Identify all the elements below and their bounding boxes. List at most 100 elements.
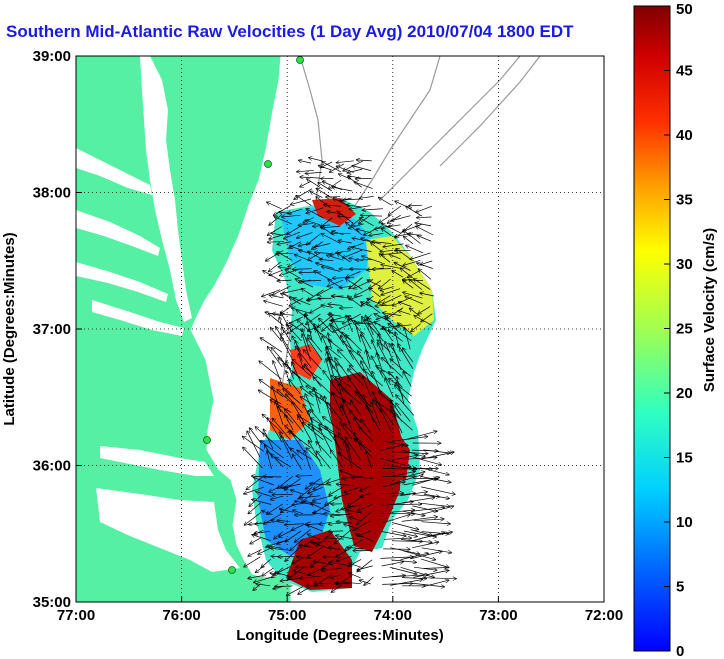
velocity-arrow bbox=[300, 575, 321, 578]
velocity-arrow bbox=[292, 372, 312, 388]
velocity-arrow bbox=[305, 172, 322, 173]
velocity-arrow bbox=[327, 358, 344, 381]
velocity-arrow bbox=[338, 452, 362, 470]
velocity-arrow bbox=[336, 536, 354, 540]
velocity-arrow bbox=[271, 548, 291, 550]
velocity-arrow bbox=[368, 318, 381, 336]
velocity-arrow bbox=[254, 478, 275, 486]
velocity-arrow bbox=[303, 350, 322, 370]
velocity-arrow bbox=[336, 522, 353, 523]
velocity-arrow bbox=[346, 271, 361, 278]
velocity-arrow bbox=[256, 565, 265, 572]
velocity-arrow bbox=[275, 572, 293, 578]
velocity-arrow bbox=[254, 576, 272, 582]
velocity-arrow bbox=[356, 439, 373, 458]
velocity-arrow bbox=[271, 328, 283, 342]
velocity-arrow bbox=[267, 503, 284, 514]
velocity-arrow bbox=[263, 433, 282, 450]
velocity-arrow bbox=[310, 305, 323, 313]
velocity-arrow bbox=[262, 567, 274, 576]
colorbar-tick-label: 20 bbox=[676, 385, 693, 402]
velocity-arrow bbox=[352, 477, 374, 478]
velocity-arrow bbox=[391, 215, 411, 221]
velocity-arrow bbox=[385, 378, 394, 398]
velocity-arrow bbox=[298, 223, 314, 225]
velocity-arrow bbox=[308, 252, 321, 261]
velocity-arrow bbox=[267, 418, 283, 443]
velocity-arrow bbox=[400, 449, 425, 457]
velocity-arrow bbox=[382, 482, 405, 488]
velocity-arrow bbox=[391, 465, 416, 468]
velocity-arrow bbox=[416, 226, 434, 236]
velocity-arrow bbox=[309, 158, 323, 162]
y-tick-label: 35:00 bbox=[33, 594, 71, 611]
velocity-arrow bbox=[323, 557, 342, 558]
velocity-arrow bbox=[390, 400, 402, 416]
velocity-arrow bbox=[256, 492, 272, 497]
velocity-arrow bbox=[244, 556, 261, 567]
velocity-arrow bbox=[277, 241, 292, 245]
velocity-arrow bbox=[390, 504, 421, 505]
velocity-arrow bbox=[292, 402, 305, 423]
velocity-arrow bbox=[267, 226, 282, 236]
velocity-arrow bbox=[319, 318, 332, 333]
velocity-arrow bbox=[379, 295, 391, 303]
velocity-arrow bbox=[343, 249, 363, 258]
velocity-arrow bbox=[361, 420, 371, 434]
velocity-arrow bbox=[345, 486, 361, 492]
colorbar-tick-label: 45 bbox=[676, 63, 693, 80]
velocity-arrow bbox=[319, 425, 344, 441]
velocity-arrow bbox=[421, 452, 454, 460]
velocity-arrow bbox=[338, 350, 354, 368]
velocity-arrow bbox=[360, 493, 371, 497]
velocity-arrow bbox=[325, 495, 342, 505]
velocity-arrow bbox=[357, 565, 373, 570]
velocity-arrow bbox=[363, 376, 371, 397]
velocity-arrow bbox=[269, 295, 284, 299]
velocity-arrow bbox=[324, 396, 332, 423]
velocity-arrow bbox=[412, 505, 437, 511]
velocity-arrow bbox=[417, 217, 432, 218]
velocity-arrow bbox=[333, 277, 355, 278]
velocity-arrow bbox=[420, 293, 434, 297]
y-tick-label: 39:00 bbox=[33, 48, 71, 65]
velocity-arrow bbox=[316, 197, 331, 209]
velocity-arrow bbox=[301, 289, 314, 297]
velocity-arrow bbox=[327, 347, 342, 359]
velocity-arrow bbox=[329, 486, 344, 496]
velocity-arrow bbox=[248, 575, 262, 579]
velocity-arrow bbox=[300, 486, 313, 497]
velocity-arrow bbox=[348, 296, 363, 308]
grid-lines bbox=[76, 56, 604, 602]
velocity-arrow bbox=[304, 451, 312, 470]
velocity-arrow bbox=[417, 263, 433, 269]
velocity-arrow bbox=[351, 247, 372, 252]
velocity-arrow bbox=[298, 495, 321, 499]
velocity-arrow bbox=[291, 198, 311, 205]
velocity-arrow bbox=[336, 556, 352, 562]
velocity-arrow bbox=[394, 263, 411, 271]
velocity-arrow bbox=[396, 395, 415, 416]
velocity-arrow bbox=[410, 308, 421, 317]
velocity-arrow bbox=[319, 428, 332, 451]
velocity-arrow bbox=[315, 252, 332, 253]
velocity-arrow bbox=[401, 517, 437, 522]
velocity-arrow bbox=[382, 224, 402, 234]
velocity-arrow bbox=[252, 476, 273, 478]
y-axis-ticks: 39:00 38:00 37:00 36:00 35:00 bbox=[33, 48, 82, 611]
velocity-arrow bbox=[404, 236, 414, 245]
velocity-arrow bbox=[295, 346, 312, 369]
velocity-arrow bbox=[305, 364, 322, 387]
velocity-arrow bbox=[278, 267, 292, 269]
velocity-arrow bbox=[304, 502, 321, 504]
x-tick-label: 74:00 bbox=[374, 607, 412, 624]
velocity-arrow bbox=[295, 255, 313, 263]
velocity-arrow bbox=[331, 513, 353, 516]
velocity-arrow bbox=[342, 389, 363, 406]
velocity-arrow bbox=[362, 209, 384, 210]
velocity-arrow bbox=[367, 302, 381, 314]
velocity-arrow bbox=[283, 389, 301, 404]
velocity-arrow bbox=[287, 322, 304, 334]
velocity-arrow bbox=[343, 582, 361, 584]
